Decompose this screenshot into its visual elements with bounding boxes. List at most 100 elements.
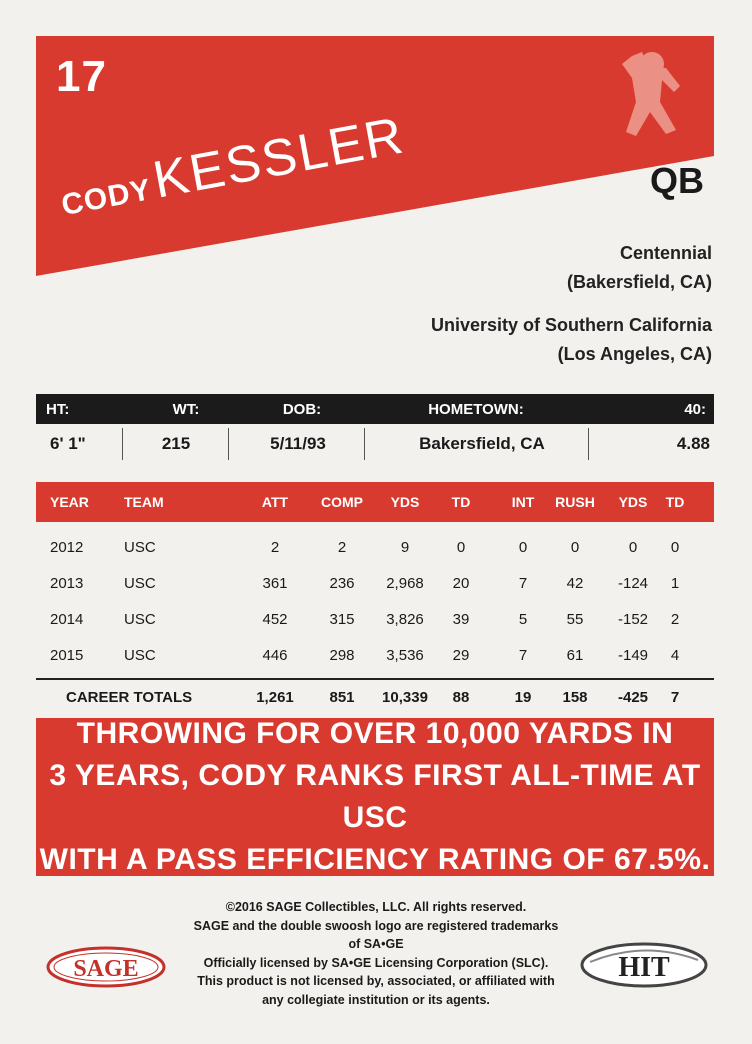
legal-line: This product is not licensed by, associa… (197, 974, 555, 988)
stat-yds: 3,826 (386, 611, 424, 628)
bio-header-height: HT: (46, 400, 70, 418)
table-row: 2013 USC 361 236 2,968 20 7 42 -124 1 (36, 566, 714, 602)
stat-att: 2 (270, 539, 280, 556)
bio-header-dob: DOB: (282, 400, 322, 418)
stat-team: USC (124, 575, 156, 592)
stats-header-comp: COMP (321, 494, 363, 510)
college-location: (Los Angeles, CA) (557, 344, 712, 364)
stat-rush: 61 (566, 647, 584, 664)
legal-line: SAGE and the double swoosh logo are regi… (193, 918, 559, 952)
stat-td: 20 (452, 575, 470, 592)
hit-logo: HIT (578, 940, 710, 990)
stats-header-yds: YDS (390, 494, 420, 510)
stat-rush: 42 (566, 575, 584, 592)
total-td: 88 (452, 689, 470, 706)
stats-header-rush-td: TD (665, 494, 685, 510)
total-rush: 158 (562, 689, 588, 706)
stat-td: 0 (456, 539, 466, 556)
stats-header-att: ATT (261, 494, 289, 510)
career-totals-label: CAREER TOTALS (66, 689, 193, 706)
legal-line: Officially licensed by SA•GE Licensing C… (203, 955, 549, 970)
stats-header-rush-yds: YDS (618, 494, 648, 510)
total-rush-td: 7 (670, 689, 680, 706)
stat-comp: 2 (337, 539, 347, 556)
stats-header-td: TD (451, 494, 471, 510)
total-int: 19 (514, 689, 532, 706)
stat-year: 2012 (50, 539, 84, 556)
stat-att: 361 (262, 575, 288, 592)
blurb-line: WITH A PASS EFFICIENCY RATING OF 67.5%. (39, 843, 711, 876)
bio-divider (122, 428, 123, 460)
total-rush-yds: -425 (617, 689, 649, 706)
stats-header-int: INT (511, 494, 535, 510)
bio-header-hometown: HOMETOWN: (428, 400, 524, 418)
header-shape (36, 36, 714, 276)
stat-yds: 2,968 (386, 575, 424, 592)
bio-forty: 4.88 (676, 434, 710, 453)
stats-header-year: YEAR (50, 494, 89, 510)
college: University of Southern California (430, 315, 712, 335)
stat-int: 5 (518, 611, 528, 628)
stat-rush-yds: -152 (617, 611, 649, 628)
table-row: 2012 USC 2 2 9 0 0 0 0 0 (36, 530, 714, 566)
career-totals-row: CAREER TOTALS 1,261 851 10,339 88 19 158… (36, 680, 714, 716)
header-banner (36, 36, 714, 276)
high-school-location: (Bakersfield, CA) (566, 272, 712, 292)
totals-divider (36, 678, 714, 680)
stat-rush-td: 0 (670, 539, 680, 556)
stat-int: 7 (518, 575, 528, 592)
high-school: Centennial (619, 243, 712, 263)
stat-rush-td: 4 (670, 647, 680, 664)
table-row: 2014 USC 452 315 3,826 39 5 55 -152 2 (36, 602, 714, 638)
stat-td: 29 (452, 647, 470, 664)
stat-int: 7 (518, 647, 528, 664)
jersey-number: 17 (56, 52, 107, 101)
table-row: 2015 USC 446 298 3,536 29 7 61 -149 4 (36, 638, 714, 674)
stats-header-team: TEAM (124, 494, 164, 510)
bio-hometown: Bakersfield, CA (419, 434, 545, 453)
bio-header-weight: WT: (172, 400, 200, 418)
stat-rush-td: 2 (670, 611, 680, 628)
stat-att: 452 (262, 611, 288, 628)
player-position: QB (650, 160, 704, 201)
stat-int: 0 (518, 539, 528, 556)
total-att: 1,261 (256, 689, 294, 706)
stat-comp: 315 (329, 611, 355, 628)
legal-line: any collegiate institution or its agents… (262, 992, 490, 1007)
blurb-line: THROWING FOR OVER 10,000 YARDS IN (76, 717, 674, 750)
highlight-blurb: THROWING FOR OVER 10,000 YARDS IN 3 YEAR… (36, 717, 714, 876)
stat-team: USC (124, 647, 156, 664)
stat-td: 39 (452, 611, 470, 628)
stat-comp: 236 (329, 575, 355, 592)
bio-divider (228, 428, 229, 460)
stat-rush-yds: -149 (617, 647, 649, 664)
stat-rush-yds: 0 (628, 539, 638, 556)
legal-line: ©2016 SAGE Collectibles, LLC. All rights… (225, 900, 527, 914)
bio-divider (364, 428, 365, 460)
bio-values-row: 6' 1" 215 5/11/93 Bakersfield, CA 4.88 (36, 424, 714, 464)
stat-rush: 0 (570, 539, 580, 556)
stat-rush-yds: -124 (617, 575, 649, 592)
total-yds: 10,339 (382, 689, 428, 706)
stat-att: 446 (262, 647, 288, 664)
sage-logo-text: SAGE (73, 956, 138, 982)
bio-dob: 5/11/93 (270, 434, 326, 453)
total-comp: 851 (329, 689, 355, 706)
legal-text: ©2016 SAGE Collectibles, LLC. All rights… (190, 898, 562, 1009)
stat-team: USC (124, 539, 156, 556)
stats-header-row: YEAR TEAM ATT COMP YDS TD INT RUSH YDS T… (36, 482, 714, 522)
stats-header-rush: RUSH (555, 494, 595, 510)
stat-year: 2015 (50, 647, 84, 664)
bio-divider (588, 428, 589, 460)
stat-year: 2014 (50, 611, 84, 628)
stat-comp: 298 (329, 647, 355, 664)
stat-yds: 9 (400, 539, 410, 556)
stat-yds: 3,536 (386, 647, 424, 664)
bio-height: 6' 1" (50, 434, 86, 453)
blurb-line: 3 YEARS, CODY RANKS FIRST ALL-TIME AT US… (49, 759, 701, 834)
hit-logo-text: HIT (618, 952, 670, 983)
bio-weight: 215 (161, 434, 191, 453)
bio-header-forty: 40: (684, 400, 706, 418)
stat-team: USC (124, 611, 156, 628)
stat-rush-td: 1 (670, 575, 680, 592)
